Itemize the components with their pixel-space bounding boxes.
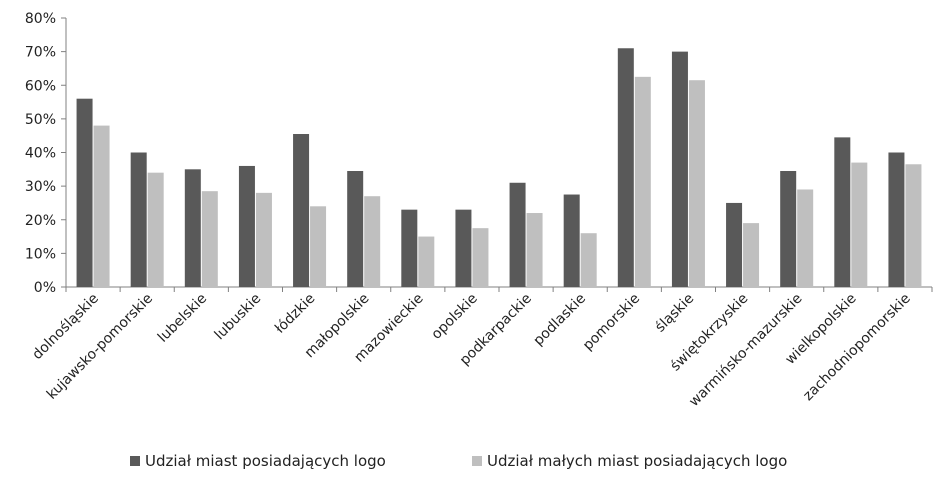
y-tick-label: 50% [25,112,56,128]
bar-series-1 [888,152,905,287]
y-tick-label: 0% [34,280,56,296]
bar-series-2 [743,223,760,287]
x-category-label: lubuskie [212,291,265,344]
bar-series-2 [688,80,705,287]
x-category-label: opolskie [429,291,481,343]
bar-series-2 [472,228,489,287]
bar-series-1 [184,169,201,287]
bar-series-2 [93,125,110,287]
bar-series-1 [509,182,526,287]
x-category-label: kujawsko-pomorskie [44,291,156,403]
bar-series-2 [201,191,218,287]
bar-series-2 [905,164,922,287]
bar-series-1 [293,134,310,287]
legend: Udział miast posiadających logo Udział m… [130,452,787,470]
bar-series-2 [797,189,814,287]
x-category-label: podlaskie [531,291,589,349]
bar-series-2 [526,213,543,287]
legend-label-series-1: Udział miast posiadających logo [145,452,386,470]
bar-series-1 [617,48,634,288]
legend-label-series-2: Udział małych miast posiadających logo [487,452,787,470]
y-tick-label: 80% [25,11,56,27]
y-tick-label: 60% [25,78,56,94]
bar-series-1 [401,209,418,287]
bar-series-1 [834,137,851,287]
bar-series-2 [580,233,597,287]
bar-series-2 [310,206,327,287]
y-tick-label: 20% [25,213,56,229]
bar-series-1 [347,170,364,287]
y-axis-ticks: 0% 10% 20% 30% 40% 50% 60% 70% 80% [25,11,66,296]
x-category-label: lubelskie [155,291,210,346]
x-category-label: pomorskie [580,291,643,354]
bar-series-2 [851,162,868,287]
bar-series-1 [563,194,580,287]
bar-series-2 [364,196,381,287]
bar-series-1 [238,165,255,287]
bar-series-1 [726,202,743,287]
y-tick-label: 30% [25,179,56,195]
x-category-label: śląskie [652,291,697,336]
bar-series-2 [255,192,272,287]
bar-series-2 [418,236,435,287]
bar-series-1 [780,170,797,287]
y-tick-label: 70% [25,45,56,61]
x-category-label: łódzkie [272,291,318,337]
legend-swatch-series-1 [130,456,140,466]
y-tick-label: 10% [25,246,56,262]
bar-series-2 [147,172,164,287]
x-category-label: zachodniopomorskie [800,291,914,405]
legend-swatch-series-2 [472,456,482,466]
bar-series-1 [671,51,688,287]
bar-series-1 [130,152,147,287]
bar-series-1 [76,98,93,287]
bars [76,48,922,288]
bar-series-1 [455,209,472,287]
y-tick-label: 40% [25,146,56,162]
bar-series-2 [634,76,651,287]
